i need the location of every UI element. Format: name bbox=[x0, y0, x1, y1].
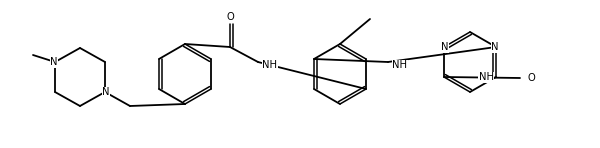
Text: NH: NH bbox=[479, 72, 494, 82]
Text: N: N bbox=[441, 42, 449, 52]
Text: O: O bbox=[527, 73, 535, 83]
Text: N: N bbox=[50, 57, 58, 67]
Text: NH: NH bbox=[262, 60, 277, 70]
Text: O: O bbox=[226, 12, 234, 22]
Text: NH: NH bbox=[392, 60, 407, 70]
Text: N: N bbox=[491, 42, 499, 52]
Text: N: N bbox=[102, 87, 110, 97]
